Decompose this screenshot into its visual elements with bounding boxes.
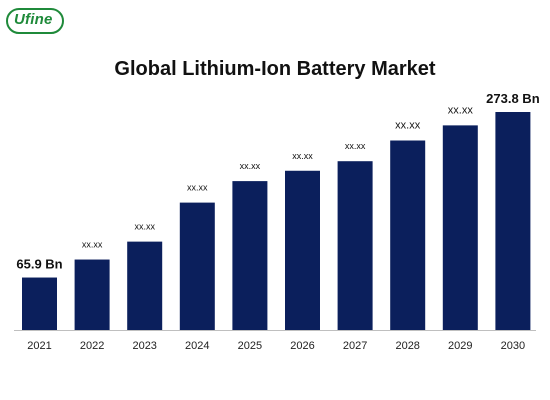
bar-2024	[179, 202, 215, 330]
x-tick-label: 2030	[501, 340, 525, 352]
bar-2028	[390, 140, 426, 330]
data-label: xx.xx	[240, 161, 261, 171]
data-label: xx.xx	[187, 183, 208, 193]
bar-2027	[337, 161, 373, 330]
data-label: xx.xx	[134, 222, 155, 232]
brand-logo: Ufine	[6, 8, 66, 36]
x-tick-label: 2021	[27, 340, 51, 352]
bar-2029	[442, 125, 478, 330]
x-tick-label: 2028	[395, 340, 419, 352]
logo-ring	[6, 8, 64, 34]
bar-2030	[495, 112, 531, 330]
data-label: xx.xx	[292, 151, 313, 161]
data-label: xx.xx	[448, 104, 474, 116]
bar-2026	[285, 170, 320, 330]
x-tick-label: 2023	[132, 340, 156, 352]
data-label: xx.xx	[395, 120, 421, 132]
data-label: xx.xx	[345, 141, 366, 151]
data-label: xx.xx	[82, 240, 103, 250]
bar-2022	[74, 259, 110, 330]
x-tick-label: 2025	[238, 340, 262, 352]
bar-2021	[22, 277, 57, 330]
x-tick-label: 2022	[80, 340, 104, 352]
bar-2025	[232, 181, 268, 330]
x-tick-label: 2024	[185, 340, 209, 352]
data-label: 65.9 Bn	[16, 257, 62, 272]
logo-text: Ufine	[14, 11, 53, 28]
x-tick-label: 2029	[448, 340, 472, 352]
x-tick-label: 2027	[343, 340, 367, 352]
data-label: 273.8 Bn	[486, 91, 540, 106]
bar-2023	[127, 241, 163, 330]
x-tick-label: 2026	[290, 340, 314, 352]
chart-title: Global Lithium-Ion Battery Market	[114, 58, 436, 80]
